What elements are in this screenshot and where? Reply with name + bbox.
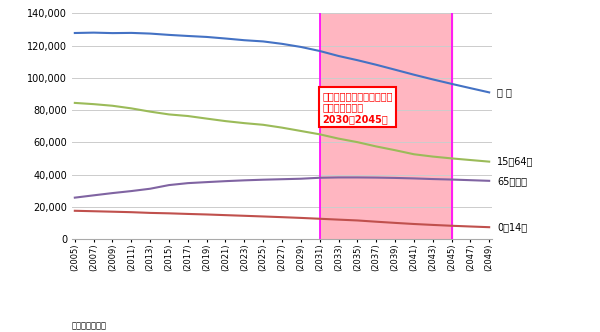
Text: （中位推計値）: （中位推計値） — [72, 322, 107, 331]
Text: 総 数: 総 数 — [497, 87, 512, 97]
Bar — [320, 13, 452, 239]
Text: 0～14歳: 0～14歳 — [497, 222, 527, 232]
Text: 高齢化が進展しコンパクト
型国家への移行
2030－2045年: 高齢化が進展しコンパクト 型国家への移行 2030－2045年 — [322, 91, 393, 124]
Text: 15～64歳: 15～64歳 — [497, 157, 533, 167]
Text: 65歳以上: 65歳以上 — [497, 176, 527, 186]
